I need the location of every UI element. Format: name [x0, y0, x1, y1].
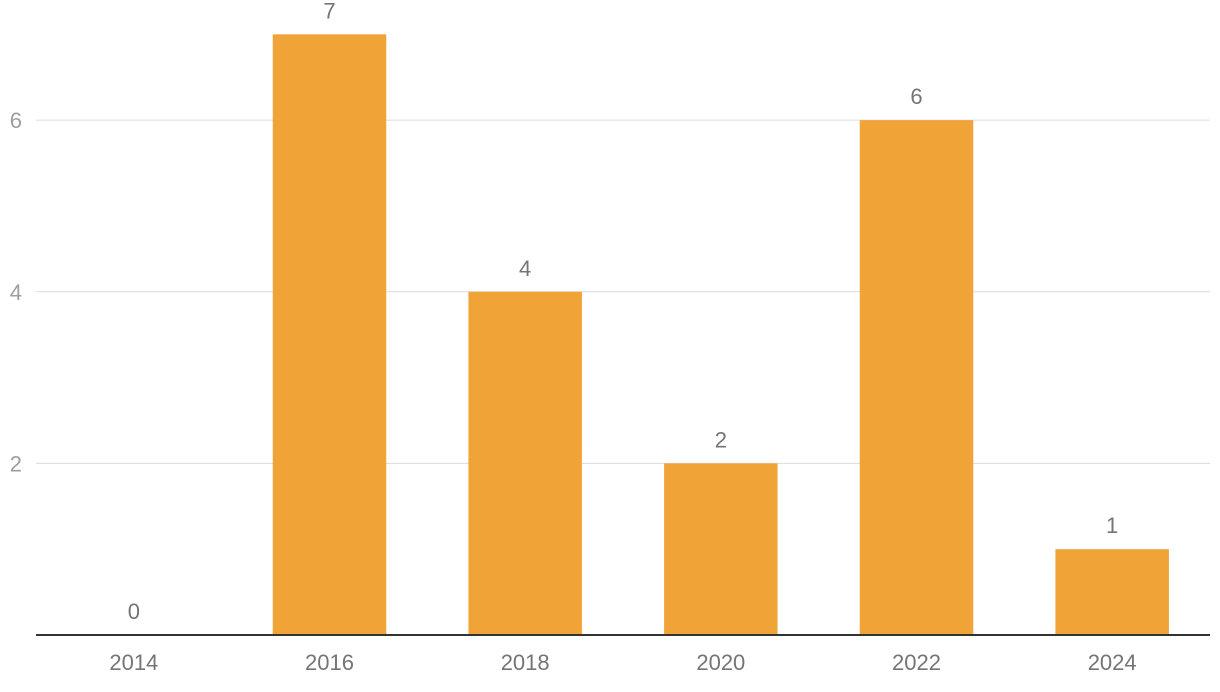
gridlines [36, 119, 1210, 464]
y-tick-label: 4 [10, 280, 22, 305]
y-axis-ticks: 2 4 6 [10, 108, 22, 476]
x-tick-label: 2020 [696, 650, 745, 675]
data-label: 4 [519, 256, 531, 281]
data-label: 0 [128, 599, 140, 624]
bar [664, 463, 778, 635]
x-axis-ticks: 2014 2016 2018 2020 2022 2024 [109, 650, 1136, 675]
x-tick-label: 2024 [1088, 650, 1137, 675]
data-label: 2 [715, 427, 727, 452]
data-label: 7 [323, 0, 335, 23]
y-tick-label: 6 [10, 108, 22, 133]
x-tick-label: 2014 [109, 650, 158, 675]
x-tick-label: 2016 [305, 650, 354, 675]
x-tick-label: 2022 [892, 650, 941, 675]
y-tick-label: 2 [10, 451, 22, 476]
bar [859, 120, 974, 635]
bar [272, 34, 387, 635]
data-label: 1 [1106, 513, 1118, 538]
data-labels: 0 7 4 2 6 1 [128, 0, 1119, 624]
bar [468, 291, 582, 635]
data-label: 6 [910, 84, 922, 109]
x-tick-label: 2018 [501, 650, 550, 675]
bar [1055, 549, 1169, 635]
bars [272, 34, 1169, 635]
